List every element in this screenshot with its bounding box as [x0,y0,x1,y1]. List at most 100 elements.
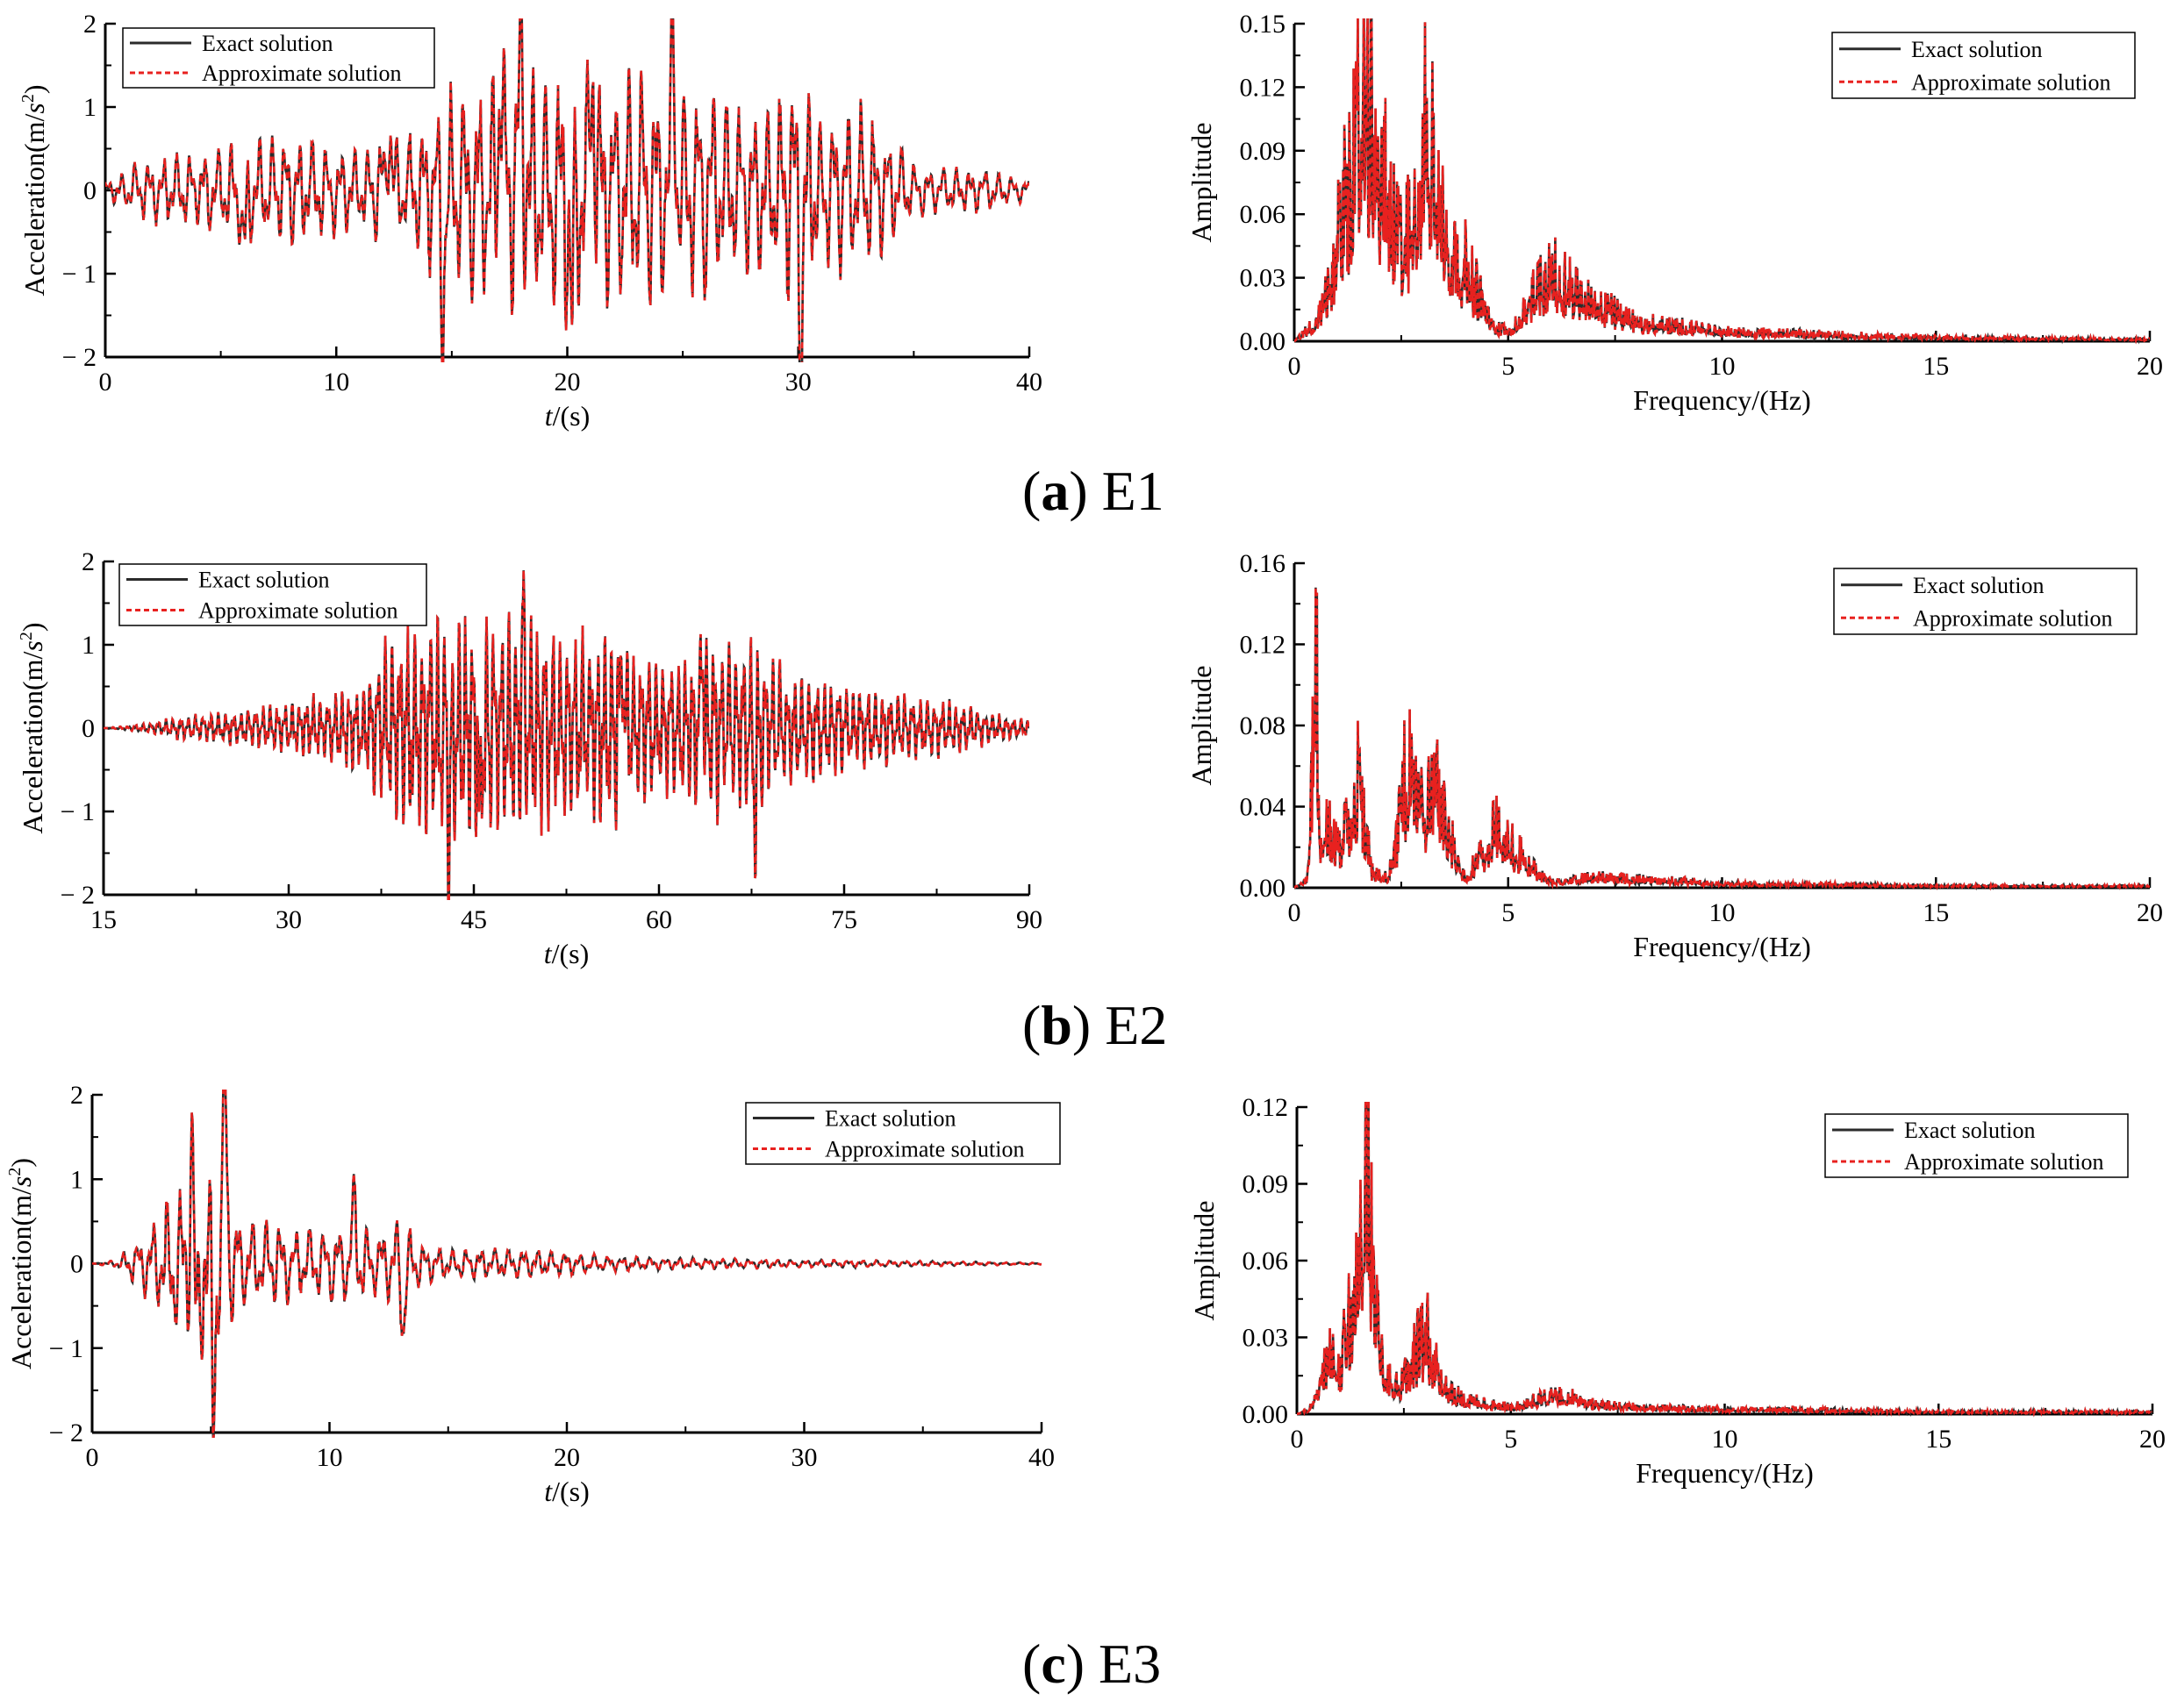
legend-label-exact: Exact solution [202,31,333,56]
legend-label-approximate: Approximate solution [1904,1149,2103,1175]
x-tick-label: 0 [86,1443,99,1472]
y-tick-label: 0.06 [1240,200,1286,229]
y-tick-label: 0 [70,1250,83,1279]
y-tick-label: 2 [70,1081,83,1110]
y-tick-label: − 2 [49,1419,83,1447]
y-tick-label: 0.08 [1240,711,1286,740]
x-axis-label: Frequency/(Hz) [1633,931,1811,962]
y-axis-label-s: s [18,103,50,113]
legend-box [1824,1113,2129,1178]
legend-box [745,1102,1061,1165]
x-tick-label: 45 [461,905,487,934]
x-tick-label: 10 [1709,898,1736,927]
y-tick-label: 0.09 [1240,137,1286,166]
legend-box [1831,32,2136,99]
legend: Exact solution Approximate solution [1831,32,2136,99]
legend: Exact solution Approximate solution [745,1102,1061,1165]
series-approximate [1294,587,2150,891]
legend: Exact solution Approximate solution [118,563,427,626]
chart-E2-time: 15 30 45 60 75 90 − 2 − 1 0 1 2 t/(s) Acceleration(m… [17,547,1042,969]
chart-E3-freq: 0 5 10 15 20 0.00 0.03 0.06 0.09 0.12 Frequency/(H… [1188,1093,2166,1489]
y-tick-label: 0.00 [1240,327,1286,356]
y-tick-label: 0.06 [1243,1247,1289,1276]
x-tick-label: 90 [1016,905,1042,934]
x-axis-label: t/(s) [545,400,591,432]
y-tick-label: 0.03 [1240,264,1286,293]
y-axis-label-close: ) [17,623,48,632]
chart-E3-time: 0 10 20 30 40 − 2 − 1 0 1 2 t/(s) Acceleration(m/s2… [5,1081,1061,1507]
x-tick-label: 60 [646,905,672,934]
x-tick-label: 10 [317,1443,343,1472]
y-tick-label: − 1 [49,1334,83,1363]
legend-label-exact: Exact solution [198,568,329,593]
series-group [92,1090,1042,1438]
legend-box [1833,568,2138,635]
y-axis-label-close: ) [18,85,50,95]
x-tick-label: 0 [1291,1425,1304,1454]
y-axis-label: Acceleration(m/s2) [17,623,48,834]
x-tick-label: 15 [1925,1425,1952,1454]
series-group [1294,587,2150,891]
legend-label-exact: Exact solution [1904,1118,2035,1143]
legend-box [118,563,427,626]
series-group [104,570,1029,900]
y-axis-label-sup: 2 [17,632,36,640]
y-tick-label: 0.16 [1240,549,1286,578]
y-axis-label: Amplitude [1185,123,1217,243]
series-group [1297,1102,2152,1418]
y-tick-label: 0 [82,714,95,743]
y-tick-label: − 1 [61,797,95,826]
y-tick-label: 0.09 [1243,1170,1289,1199]
x-tick-label: 10 [1712,1425,1738,1454]
y-tick-label: 1 [83,93,97,122]
chart-E1-freq: 0 5 10 15 20 0.00 0.03 0.06 0.09 0.12 0.15 Frequenc… [1185,10,2163,416]
legend-label-exact: Exact solution [825,1106,956,1132]
y-axis-label-close: ) [5,1158,37,1168]
y-axis-label: Amplitude [1188,1201,1220,1321]
x-tick-label: 20 [2137,898,2163,927]
legend: Exact solution Approximate solution [122,27,435,89]
series-approximate [104,570,1029,900]
caption-a: (a) E1 [1022,460,1164,522]
y-axis-label-main: Acceleration(m/ [5,1187,37,1369]
x-axis-label: t/(s) [544,1476,590,1507]
x-axis-label-rest: /(s) [553,400,591,432]
caption-c: (c) E3 [1022,1633,1162,1695]
y-tick-label: − 1 [62,260,97,289]
x-tick-label: 20 [554,1443,580,1472]
y-tick-label: 2 [83,10,97,39]
x-axis-label-rest: /(s) [552,1476,590,1507]
x-tick-label: 30 [276,905,302,934]
series-approximate [92,1090,1042,1438]
x-tick-label: 20 [555,368,581,397]
x-tick-label: 75 [831,905,857,934]
x-tick-label: 40 [1028,1443,1055,1472]
y-tick-label: 0.12 [1240,631,1286,660]
x-axis-label: t/(s) [544,938,590,969]
y-axis-label: Amplitude [1185,666,1217,786]
y-tick-label: 0.04 [1240,793,1286,822]
x-tick-label: 10 [323,368,349,397]
y-axis-label: Acceleration(m/s2) [5,1158,37,1369]
x-tick-label: 0 [1288,352,1301,381]
x-axis-label-italic: t [544,938,553,969]
x-tick-label: 10 [1709,352,1736,381]
x-tick-label: 30 [791,1443,818,1472]
legend-label-exact: Exact solution [1911,37,2042,62]
legend-label-approximate: Approximate solution [198,598,397,624]
y-tick-label: 1 [70,1165,83,1194]
legend: Exact solution Approximate solution [1833,568,2138,635]
legend: Exact solution Approximate solution [1824,1113,2129,1178]
y-tick-label: 1 [82,631,95,660]
y-axis-label-s: s [5,1176,37,1187]
legend-label-approximate: Approximate solution [202,61,401,86]
y-tick-label: 0.00 [1240,874,1286,903]
series-group [1294,18,2150,345]
x-tick-label: 15 [1923,898,1949,927]
series-approximate [105,18,1029,362]
x-tick-label: 5 [1501,898,1515,927]
y-tick-label: 0.12 [1243,1093,1289,1122]
y-tick-label: 2 [82,547,95,576]
legend-label-exact: Exact solution [1913,573,2044,598]
